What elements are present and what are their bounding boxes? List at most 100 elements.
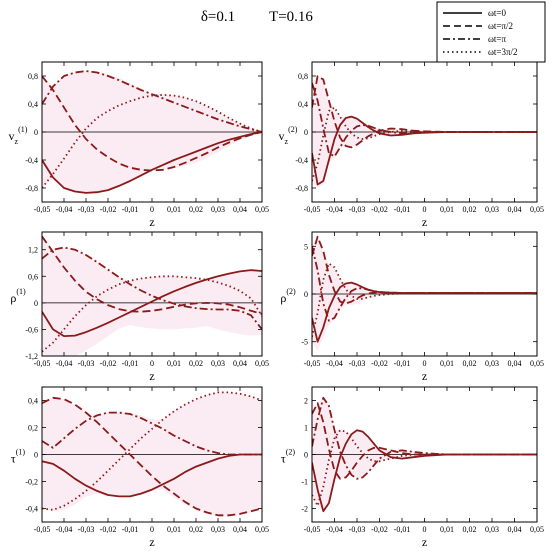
x-tick-label: -0,02 — [100, 525, 117, 534]
x-tick-label: 0,04 — [233, 359, 247, 368]
x-tick-label: -0,02 — [100, 205, 117, 214]
y-tick-label: -1 — [301, 478, 308, 487]
x-tick-label: 0,02 — [189, 359, 203, 368]
y-tick-label: 0 — [34, 128, 38, 137]
y-tick-label: 0,8 — [298, 72, 308, 81]
x-tick-label: -0,05 — [34, 205, 51, 214]
panel-rho2: -0,05 -0,04 -0,03 -0,02 -0,01 0 0,01 0,02 0,03 0,… — [280, 231, 544, 383]
y-axis-label: τ(1) — [11, 448, 25, 466]
x-tick-label: 0,04 — [508, 525, 522, 534]
plot-frame — [311, 386, 538, 523]
legend-box — [436, 1, 546, 63]
x-tick-label: 0,01 — [167, 359, 181, 368]
series-line-v1-1 — [42, 75, 262, 172]
series-line-rho1-3 — [42, 275, 262, 353]
x-tick-label: -0,02 — [371, 205, 388, 214]
legend-label-1: ωt=π/2 — [488, 21, 513, 31]
x-tick-label: -0,05 — [304, 525, 321, 534]
plot-frame — [311, 231, 538, 357]
x-tick-label: 0,01 — [440, 525, 454, 534]
x-tick-label: -0,04 — [56, 205, 73, 214]
x-tick-label: 0,02 — [463, 205, 477, 214]
x-tick-label: -0,01 — [122, 525, 139, 534]
series-line-v2-1 — [312, 75, 537, 149]
y-tick-label: -1,2 — [25, 352, 38, 361]
x-tick-label: 0,03 — [211, 359, 225, 368]
x-tick-label: -0,02 — [371, 359, 388, 368]
x-tick-label: -0,05 — [34, 359, 51, 368]
x-tick-label: 0,02 — [463, 525, 477, 534]
series-line-tau1-1 — [42, 396, 262, 517]
series-line-v1-2 — [42, 70, 262, 133]
x-tick-label: 0 — [150, 525, 154, 534]
x-tick-label: -0,04 — [326, 205, 343, 214]
y-axis-label: τ(2) — [281, 448, 295, 466]
x-tick-label: 0,05 — [530, 525, 544, 534]
x-tick-label: -0,01 — [122, 359, 139, 368]
y-tick-label: 0,8 — [28, 72, 38, 81]
legend: ωt=0 ωt=π/2 ωt=π ωt=3π/2 — [436, 1, 546, 63]
panel-tau1: -0,05 -0,04 -0,03 -0,02 -0,01 0 0,01 0,02 0,03 0,… — [11, 386, 269, 549]
x-tick-label: 0,01 — [167, 205, 181, 214]
x-tick-label: 0,05 — [255, 525, 269, 534]
x-tick-label: 0,02 — [463, 359, 477, 368]
series-line-rho2-1 — [312, 235, 537, 305]
x-tick-label: 0 — [423, 525, 427, 534]
temperature-label: T=0.16 — [269, 9, 313, 25]
y-tick-label: 0,2 — [28, 424, 38, 433]
x-tick-label: 0,05 — [530, 359, 544, 368]
x-tick-label: -0,02 — [100, 359, 117, 368]
series-line-v1-0 — [42, 131, 262, 194]
x-tick-label: 0,02 — [189, 525, 203, 534]
series-line-tau1-0 — [42, 453, 262, 498]
x-tick-label: -0,03 — [78, 205, 95, 214]
x-axis-label: z — [149, 535, 154, 549]
series-line-tau2-3 — [312, 429, 537, 507]
x-axis-label: z — [149, 369, 154, 383]
x-tick-label: -0,05 — [34, 525, 51, 534]
x-tick-label: -0,05 — [304, 359, 321, 368]
y-tick-label: 0,6 — [28, 272, 38, 281]
x-axis-label: z — [422, 369, 427, 383]
series-line-rho1-0 — [42, 269, 262, 337]
y-axis-label: vz(1) — [9, 125, 28, 146]
x-tick-label: 0,05 — [530, 205, 544, 214]
x-tick-label: 0,05 — [255, 205, 269, 214]
series-line-tau1-3 — [42, 391, 262, 511]
x-tick-label: 0,03 — [485, 205, 499, 214]
y-axis-label: ρ(2) — [280, 287, 296, 305]
series-line-rho1-1 — [42, 235, 262, 315]
panel-rho1: -0,05 -0,04 -0,03 -0,02 -0,01 0 0,01 0,02 0,03 0,… — [10, 231, 269, 383]
plot-frame — [311, 61, 538, 203]
legend-label-2: ωt=π — [488, 34, 507, 44]
y-axis-label: ρ(1) — [10, 287, 26, 305]
y-tick-label: -0,4 — [295, 156, 308, 165]
y-axis-label: vz(2) — [279, 125, 298, 146]
x-tick-label: 0 — [423, 205, 427, 214]
x-tick-label: 0,04 — [233, 205, 247, 214]
y-tick-label: 0 — [304, 451, 308, 460]
x-axis-label: z — [422, 215, 427, 229]
x-tick-label: -0,01 — [122, 205, 139, 214]
delta-label: δ=0.1 — [201, 9, 235, 25]
x-tick-label: 0 — [150, 359, 154, 368]
x-tick-label: -0,05 — [304, 205, 321, 214]
series-line-v2-2 — [312, 82, 537, 158]
legend-label-3: ωt=3π/2 — [488, 47, 518, 57]
x-tick-label: 0 — [423, 359, 427, 368]
x-tick-label: -0,04 — [326, 525, 343, 534]
y-tick-label: -0,6 — [25, 325, 38, 334]
x-tick-label: -0,04 — [56, 525, 73, 534]
y-tick-label: -0,4 — [25, 156, 38, 165]
x-tick-label: 0,03 — [485, 525, 499, 534]
y-tick-label: 1 — [304, 424, 308, 433]
legend-label-0: ωt=0 — [488, 8, 507, 18]
panel-tau2: -0,05 -0,04 -0,03 -0,02 -0,01 0 0,01 0,02 0,03 0,… — [281, 386, 544, 549]
x-tick-label: 0,01 — [167, 525, 181, 534]
panel-v1: -0,05 -0,04 -0,03 -0,02 -0,01 0 0,01 0,02 0,03 0,… — [9, 61, 269, 229]
y-tick-label: 0,4 — [298, 100, 308, 109]
x-tick-label: -0,03 — [78, 525, 95, 534]
series-line-tau2-2 — [312, 396, 537, 480]
x-tick-label: 0,04 — [508, 205, 522, 214]
